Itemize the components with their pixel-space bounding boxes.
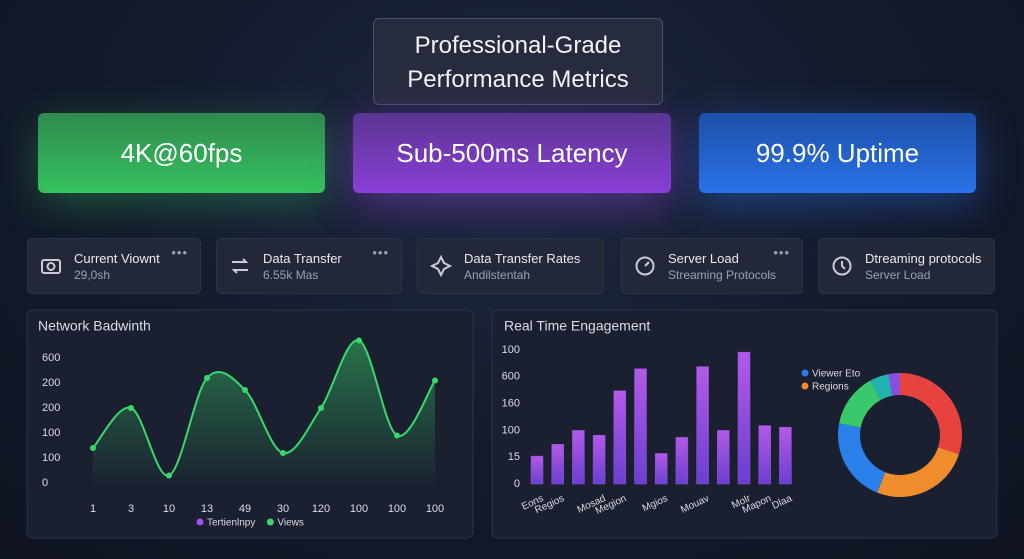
pie-slice [888,373,900,396]
y-tick-label: 100 [42,452,60,464]
stat-card[interactable]: Data Transfer Rates Andilstentah [417,238,604,294]
y-tick-label: 0 [514,478,520,490]
chart-title: Real Time Engagement [504,318,650,334]
badge: Sub-500ms Latency [353,113,671,193]
icon [41,259,61,274]
y-tick-label: 200 [42,377,60,389]
stat-subtitle: Server Load [865,268,931,282]
point [280,450,286,456]
stat-card[interactable]: Current Viownt 29,0sh ••• [27,238,201,294]
bar [530,455,544,485]
y-tick-label: 100 [502,424,520,436]
badge: 99.9% Uptime [699,113,976,193]
x-tick-label: 30 [277,503,289,515]
stat-title: Data Transfer Rates [464,251,581,266]
x-tick-label: 10 [163,503,175,515]
menu-dots[interactable]: ••• [171,245,188,260]
y-tick-label: 100 [42,427,60,439]
pie-slice [870,374,893,400]
stat-title: Dtreaming protocols [865,251,982,266]
legend-swatch [196,518,204,526]
stat-card[interactable]: Data Transfer 6.55k Mas ••• [216,238,402,294]
bar [551,444,564,485]
icon [635,256,655,276]
point [204,375,210,381]
x-tick-label: 100 [426,503,444,515]
menu-dots[interactable]: ••• [372,245,389,260]
stat-card[interactable]: Server Load Streaming Protocols ••• [621,238,803,294]
bar [654,453,668,485]
line-area [93,340,435,483]
pie-slice [838,423,886,493]
line [92,339,436,477]
point [166,472,172,479]
point [90,445,96,451]
x-tick-label: 13 [201,503,213,515]
bar [779,426,792,485]
stat-subtitle: 6.55k Mas [263,268,319,282]
y-tick-label: 160 [502,398,520,410]
point [128,405,134,411]
pie-slice [900,373,963,455]
bar [634,368,647,485]
legend-swatch [801,382,809,390]
y-tick-label: 100 [502,344,520,356]
stat-card[interactable]: Dtreaming protocols Server Load [818,238,995,294]
bar [592,434,606,485]
y-tick-label: 600 [42,352,60,364]
x-tick-label: 100 [388,503,406,515]
stat-subtitle: 29,0sh [74,268,111,282]
x-tick-label: 100 [350,503,368,515]
pie-slice [877,447,959,497]
bar [758,425,771,485]
title-line: Performance Metrics [407,66,629,93]
chart-title: Network Badwinth [38,318,151,334]
bar [675,437,689,485]
legend-swatch [801,369,809,377]
pie-slice [839,380,881,428]
legend-label: Views [277,518,304,529]
stat-title: Data Transfer [263,251,342,266]
point [432,377,438,384]
y-tick-label: 200 [42,402,60,414]
point [242,387,248,393]
legend-swatch [266,518,274,526]
point [394,432,400,439]
menu-dots[interactable]: ••• [773,245,790,260]
stat-subtitle: Andilstentah [464,268,531,282]
title-line: Professional-Grade [414,32,622,59]
point [356,337,362,344]
x-tick-label: 1 [90,503,96,515]
x-tick-label: 120 [312,503,330,515]
point [318,405,324,411]
legend-label: Regions [812,382,849,393]
bar [572,430,585,485]
y-tick-label: 15 [508,451,520,463]
badge: 4K@60fps [38,113,325,193]
y-tick-label: 600 [502,371,520,383]
bar [717,430,730,485]
header: Professional-Grade Performance Metrics [373,18,663,105]
bar [696,366,709,485]
x-tick-label: 3 [128,503,134,515]
stat-subtitle: Streaming Protocols [668,268,777,282]
icon [231,258,249,274]
bar [613,390,627,485]
icon [430,255,452,277]
legend-label: Tertienlnpy [207,518,255,529]
x-tick-label: 49 [239,503,251,515]
icon [832,256,852,276]
bar [737,351,751,485]
stat-title: Current Viownt [74,251,160,266]
y-tick-label: 0 [42,477,48,489]
stat-title: Server Load [668,251,739,266]
legend-label: Viewer Eto [812,369,861,380]
